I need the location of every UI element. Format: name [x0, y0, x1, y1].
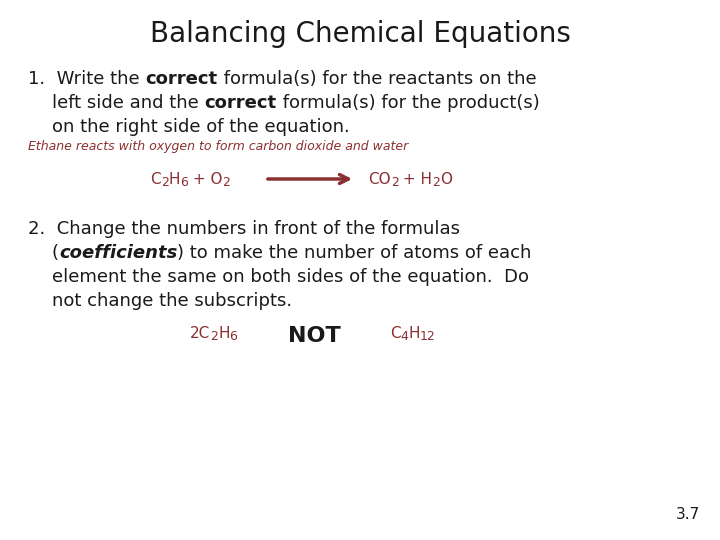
Text: 2: 2 — [210, 330, 218, 343]
Text: correct: correct — [204, 94, 276, 112]
Text: 2: 2 — [222, 176, 230, 189]
Text: formula(s) for the product(s): formula(s) for the product(s) — [276, 94, 539, 112]
Text: NOT: NOT — [288, 326, 341, 346]
Text: 2: 2 — [161, 176, 168, 189]
Text: + H: + H — [398, 172, 433, 187]
Text: 12: 12 — [420, 330, 436, 343]
Text: + O: + O — [188, 172, 222, 187]
Text: left side and the: left side and the — [52, 94, 204, 112]
Text: H: H — [168, 172, 180, 187]
Text: formula(s) for the reactants on the: formula(s) for the reactants on the — [217, 70, 536, 88]
Text: H: H — [218, 326, 230, 341]
Text: 2: 2 — [391, 176, 398, 189]
Text: ) to make the number of atoms of each: ) to make the number of atoms of each — [177, 244, 532, 262]
Text: Ethane reacts with oxygen to form carbon dioxide and water: Ethane reacts with oxygen to form carbon… — [28, 140, 408, 153]
Text: 6: 6 — [180, 176, 188, 189]
Text: 4: 4 — [400, 330, 408, 343]
Text: element the same on both sides of the equation.  Do: element the same on both sides of the eq… — [52, 268, 529, 286]
Text: coefficients: coefficients — [59, 244, 177, 262]
Text: on the right side of the equation.: on the right side of the equation. — [52, 118, 350, 136]
Text: Balancing Chemical Equations: Balancing Chemical Equations — [150, 20, 570, 48]
Text: C: C — [390, 326, 400, 341]
Text: 1.  Write the: 1. Write the — [28, 70, 145, 88]
Text: 2C: 2C — [190, 326, 210, 341]
Text: (: ( — [52, 244, 59, 262]
Text: not change the subscripts.: not change the subscripts. — [52, 292, 292, 310]
Text: CO: CO — [368, 172, 391, 187]
Text: C: C — [150, 172, 161, 187]
Text: 2.  Change the numbers in front of the formulas: 2. Change the numbers in front of the fo… — [28, 220, 460, 238]
Text: correct: correct — [145, 70, 217, 88]
Text: 3.7: 3.7 — [676, 507, 700, 522]
FancyArrowPatch shape — [268, 174, 348, 184]
Text: 6: 6 — [230, 330, 238, 343]
Text: H: H — [408, 326, 420, 341]
Text: O: O — [441, 172, 452, 187]
Text: 2: 2 — [433, 176, 441, 189]
